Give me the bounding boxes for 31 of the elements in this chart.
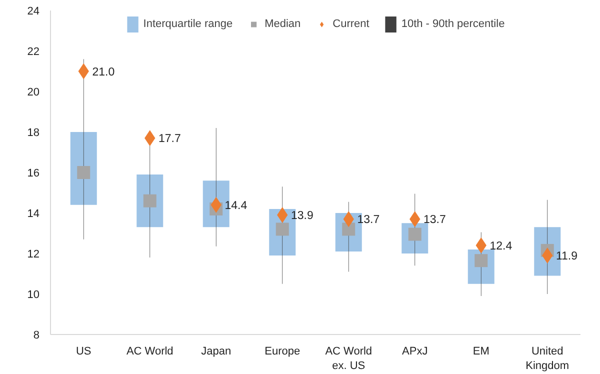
- x-tick-label: Europe: [264, 346, 300, 358]
- y-tick-label: 24: [27, 6, 40, 18]
- x-tick-label: AC World: [126, 346, 174, 358]
- y-tick-label: 14: [27, 208, 40, 220]
- y-tick-label: 8: [33, 330, 40, 342]
- legend-label: Median: [264, 18, 301, 30]
- data-label: 13.7: [423, 214, 446, 226]
- legend-label: Interquartile range: [143, 18, 233, 30]
- data-label: 21.0: [92, 66, 115, 78]
- legend-label: Current: [332, 18, 370, 30]
- y-tick-label: 16: [27, 168, 40, 180]
- data-label: 11.9: [556, 250, 578, 263]
- y-tick-label: 20: [27, 86, 40, 98]
- data-label: 14.4: [224, 200, 248, 212]
- y-tick-label: 22: [27, 46, 40, 58]
- point: [77, 166, 90, 179]
- x-tick-label: EM: [472, 346, 490, 358]
- y-tick-label: 18: [27, 127, 40, 139]
- x-tick-label: APxJ: [402, 346, 428, 358]
- x-tick-label: US: [76, 346, 92, 358]
- data-label: 13.9: [290, 210, 314, 222]
- data-label: 13.7: [357, 214, 380, 226]
- y-tick-label: 12: [27, 248, 40, 260]
- data-label: 12.4: [490, 240, 513, 252]
- bar: [70, 132, 97, 205]
- x-tick-label: AC World ex. US: [325, 346, 372, 372]
- x-tick-label: Japan: [201, 346, 232, 358]
- data-label: 17.7: [158, 133, 181, 146]
- y-tick-label: 10: [27, 289, 40, 301]
- x-tick-label: United Kingdom: [526, 346, 570, 372]
- legend-label: 10th - 90th percentile: [401, 18, 505, 30]
